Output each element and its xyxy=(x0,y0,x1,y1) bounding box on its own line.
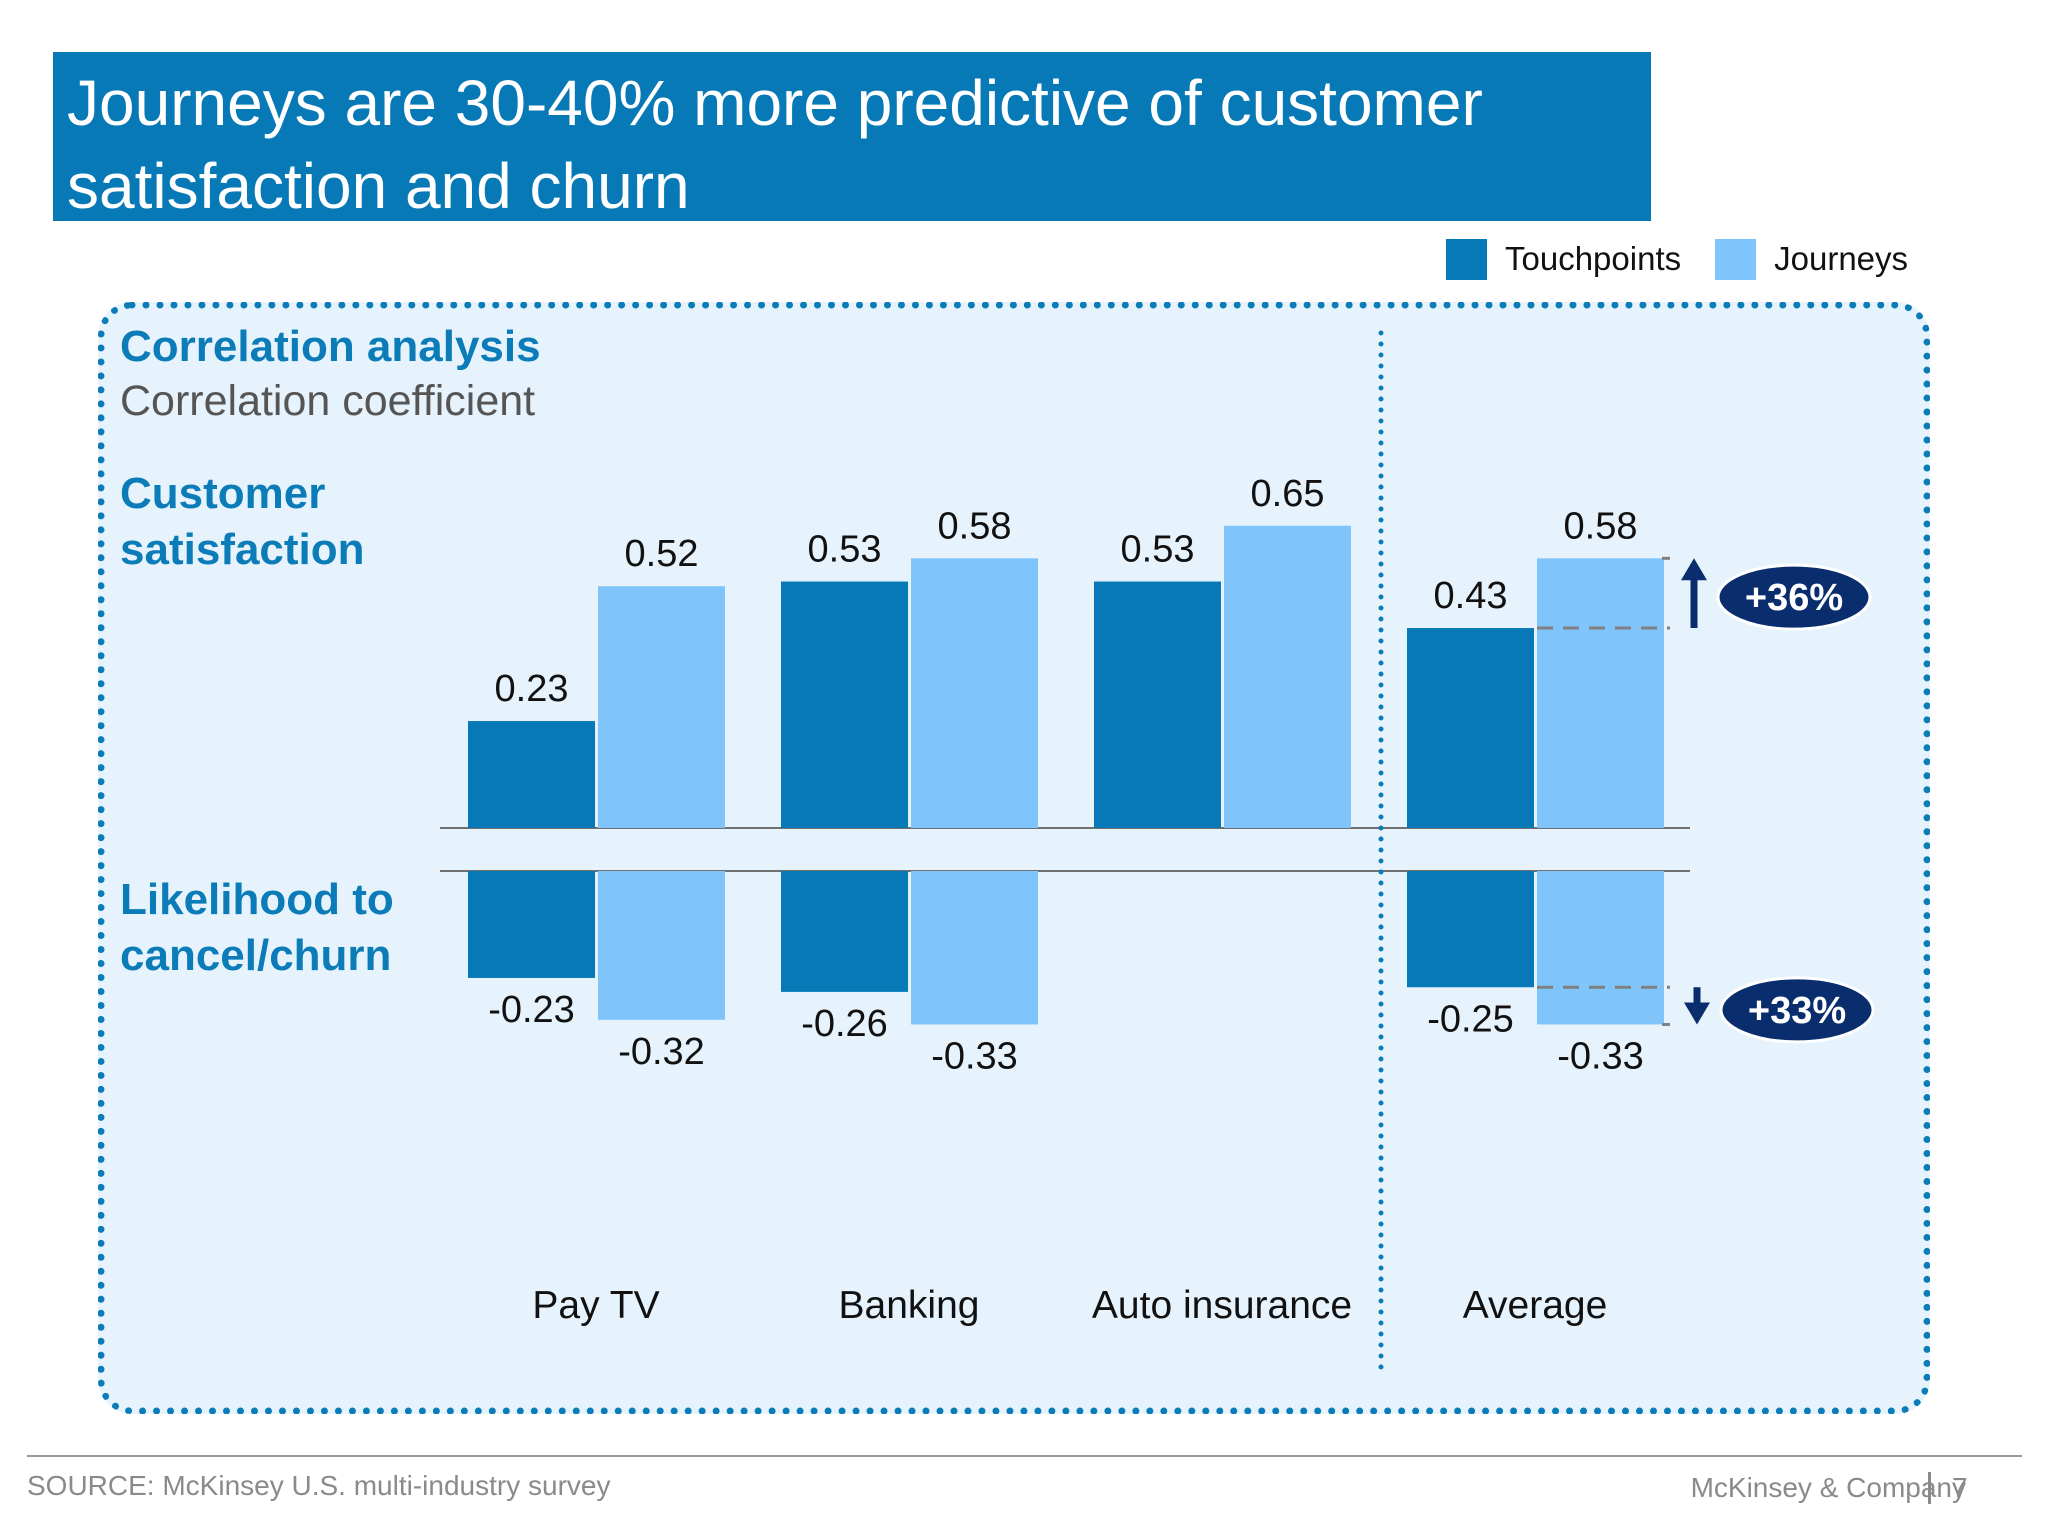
callout-text-churn: +33% xyxy=(1748,990,1846,1032)
legend-label-touchpoints: Touchpoints xyxy=(1505,240,1682,277)
data-label-churn-average-touchpoints: -0.25 xyxy=(1427,998,1514,1040)
brand-name: McKinsey & Company xyxy=(1690,1472,1966,1503)
bar-satisfaction-banking-touchpoints xyxy=(781,581,908,828)
chart-panel xyxy=(98,302,1930,1414)
data-label-churn-average-journeys: -0.33 xyxy=(1557,1035,1644,1077)
bar-satisfaction-average-journeys xyxy=(1537,558,1664,828)
category-label-average: Average xyxy=(1463,1284,1608,1327)
callout-badge-churn xyxy=(1719,976,1875,1044)
page-number: 7 xyxy=(1952,1472,1968,1503)
callout-text-satisfaction: +36% xyxy=(1745,577,1843,619)
title-banner: Journeys are 30-40% more predictive of c… xyxy=(53,52,1651,222)
arrow-up-icon xyxy=(1681,558,1707,581)
bar-churn-pay-tv-touchpoints xyxy=(468,871,595,978)
chart-legend: Touchpoints Journeys xyxy=(1446,236,1942,282)
data-label-satisfaction-pay-tv-touchpoints: 0.23 xyxy=(495,668,569,710)
legend-label-journeys: Journeys xyxy=(1774,240,1909,277)
section-label-satisfaction-line-1: Customer xyxy=(120,469,326,518)
panel-subheading: Correlation coefficient xyxy=(120,377,536,425)
arrow-down-icon xyxy=(1684,1002,1710,1025)
bar-satisfaction-auto-insurance-touchpoints xyxy=(1094,581,1221,828)
section-label-satisfaction: Customer satisfaction xyxy=(120,466,440,578)
bar-satisfaction-pay-tv-touchpoints xyxy=(468,721,595,828)
bar-churn-average-journeys xyxy=(1537,871,1664,1025)
data-label-satisfaction-auto-insurance-journeys: 0.65 xyxy=(1251,473,1325,515)
slide-title-line-2: satisfaction and churn xyxy=(67,150,690,222)
section-label-satisfaction-line-2: satisfaction xyxy=(120,525,365,574)
data-label-churn-pay-tv-touchpoints: -0.23 xyxy=(488,989,575,1031)
category-label-auto-insurance: Auto insurance xyxy=(1092,1284,1352,1327)
footer-separator xyxy=(1928,1472,1931,1504)
category-label-banking: Banking xyxy=(839,1284,980,1327)
bar-satisfaction-auto-insurance-journeys xyxy=(1224,525,1351,828)
legend-item-touchpoints: Touchpoints xyxy=(1446,238,1682,280)
data-label-churn-banking-touchpoints: -0.26 xyxy=(801,1003,888,1045)
legend-swatch-touchpoints xyxy=(1446,238,1487,280)
bar-churn-average-touchpoints xyxy=(1407,871,1534,988)
bar-churn-banking-touchpoints xyxy=(781,871,908,992)
data-label-satisfaction-banking-journeys: 0.58 xyxy=(938,505,1012,547)
bar-satisfaction-banking-journeys xyxy=(911,558,1038,828)
bar-churn-banking-journeys xyxy=(911,871,1038,1025)
data-label-satisfaction-average-journeys: 0.58 xyxy=(1564,505,1638,547)
slide-title-line-1: Journeys are 30-40% more predictive of c… xyxy=(67,67,1483,139)
data-label-satisfaction-auto-insurance-touchpoints: 0.53 xyxy=(1121,529,1195,571)
section-label-churn: Likelihood to cancel/churn xyxy=(120,872,440,984)
bar-satisfaction-average-touchpoints xyxy=(1407,628,1534,828)
footer-divider xyxy=(27,1455,2022,1457)
callout-badge-satisfaction xyxy=(1716,563,1872,631)
section-label-churn-line-1: Likelihood to xyxy=(120,875,394,924)
panel-heading: Correlation analysis xyxy=(120,322,541,371)
bar-satisfaction-pay-tv-journeys xyxy=(598,586,725,828)
legend-swatch-journeys xyxy=(1715,238,1757,280)
category-label-pay-tv: Pay TV xyxy=(532,1284,659,1327)
data-label-churn-pay-tv-journeys: -0.32 xyxy=(618,1031,705,1073)
section-label-churn-line-2: cancel/churn xyxy=(120,931,392,980)
data-label-churn-banking-journeys: -0.33 xyxy=(931,1035,1018,1077)
data-label-satisfaction-banking-touchpoints: 0.53 xyxy=(808,529,882,571)
bar-churn-pay-tv-journeys xyxy=(598,871,725,1020)
source-note: SOURCE: McKinsey U.S. multi-industry sur… xyxy=(27,1470,611,1501)
data-label-satisfaction-average-touchpoints: 0.43 xyxy=(1434,575,1508,617)
legend-item-journeys: Journeys xyxy=(1715,238,1909,280)
data-label-satisfaction-pay-tv-journeys: 0.52 xyxy=(625,533,699,575)
